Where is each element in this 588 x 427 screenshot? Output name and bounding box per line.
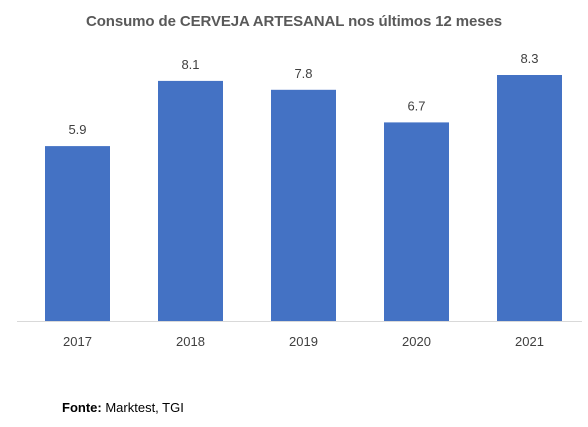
source-note: Fonte: Marktest, TGI [62,400,184,415]
bar-2020 [384,122,449,322]
bar-2019 [271,89,336,321]
source-text: Marktest, TGI [105,400,184,415]
x-tick-label-2019: 2019 [289,334,318,349]
data-label-2019: 7.8 [294,66,312,81]
data-label-2021: 8.3 [520,51,538,66]
bar-2018 [158,80,223,322]
data-label-2020: 6.7 [407,98,425,113]
x-tick-label-2017: 2017 [63,334,92,349]
x-tick-label-2020: 2020 [402,334,431,349]
data-label-2017: 5.9 [68,122,86,137]
bar-2021 [497,75,562,321]
x-tick-label-2018: 2018 [176,334,205,349]
chart-title: Consumo de CERVEJA ARTESANAL nos últimos… [85,13,503,30]
data-label-2018: 8.1 [181,57,199,72]
x-tick-label-2021: 2021 [515,334,544,349]
source-label: Fonte: [62,400,102,415]
bar-2017 [45,146,110,321]
